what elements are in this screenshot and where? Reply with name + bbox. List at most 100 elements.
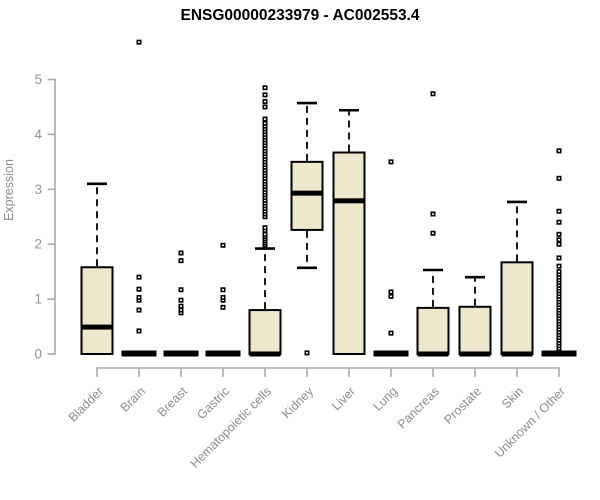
outlier-point-center bbox=[558, 323, 560, 325]
outlier-point-center bbox=[558, 301, 560, 303]
outlier-point-center bbox=[558, 320, 560, 322]
outlier-point-center bbox=[558, 295, 560, 298]
outlier-point-center bbox=[138, 41, 140, 43]
outlier-point-center bbox=[558, 298, 560, 300]
outlier-point-center bbox=[264, 180, 266, 182]
outlier-point-center bbox=[264, 172, 266, 174]
outlier-point-center bbox=[558, 342, 560, 344]
outlier-point-center bbox=[558, 312, 560, 314]
y-tick-label: 5 bbox=[34, 72, 42, 87]
outlier-point-center bbox=[264, 86, 266, 89]
outlier-point-center bbox=[558, 281, 560, 284]
x-category-label: Breast bbox=[155, 384, 191, 420]
outlier-point-center bbox=[222, 299, 224, 301]
median-line bbox=[459, 351, 491, 357]
outlier-point-center bbox=[138, 296, 140, 299]
x-category-label: Pancreas bbox=[395, 384, 442, 431]
outlier-point-center bbox=[222, 288, 224, 291]
outlier-point-center bbox=[264, 144, 266, 147]
x-category-label: Lung bbox=[371, 384, 401, 414]
outlier-point-center bbox=[264, 161, 266, 163]
outlier-point-center bbox=[558, 284, 560, 287]
outlier-point-center bbox=[558, 243, 560, 245]
outlier-point-center bbox=[264, 191, 266, 193]
box bbox=[500, 261, 534, 355]
outlier-point-center bbox=[264, 229, 266, 232]
outlier-point-center bbox=[432, 92, 434, 95]
outlier-point-center bbox=[138, 309, 140, 311]
outlier-point-center bbox=[264, 210, 266, 213]
outlier-point-center bbox=[558, 325, 560, 328]
outlier-point-center bbox=[306, 352, 308, 354]
outlier-point-center bbox=[264, 136, 266, 138]
outlier-point-center bbox=[264, 199, 266, 202]
outlier-point-center bbox=[264, 213, 266, 215]
outlier-point-center bbox=[558, 270, 560, 273]
outlier-point-center bbox=[558, 309, 560, 311]
outlier-point-center bbox=[264, 202, 266, 204]
outlier-point-center bbox=[558, 328, 560, 331]
outlier-point-center bbox=[558, 276, 560, 278]
outlier-point-center bbox=[558, 279, 560, 281]
outlier-point-center bbox=[432, 213, 434, 215]
outlier-point-center bbox=[180, 305, 182, 308]
outlier-point-center bbox=[264, 233, 266, 236]
outlier-point-center bbox=[264, 185, 266, 188]
box bbox=[290, 160, 324, 231]
outlier-point-center bbox=[264, 128, 266, 130]
y-tick-label: 2 bbox=[34, 237, 42, 252]
outlier-point-center bbox=[264, 177, 266, 180]
median-line bbox=[249, 351, 281, 357]
outlier-point-center bbox=[138, 299, 140, 301]
outlier-point-center bbox=[264, 166, 266, 169]
outlier-point-center bbox=[138, 288, 140, 291]
box bbox=[80, 266, 114, 355]
outlier-point-center bbox=[558, 239, 560, 241]
outlier-point-center bbox=[264, 139, 266, 141]
outlier-point-center bbox=[264, 150, 266, 152]
outlier-point-center bbox=[264, 204, 266, 207]
y-tick-label: 1 bbox=[34, 292, 42, 307]
outlier-point-center bbox=[558, 265, 560, 267]
outlier-point-center bbox=[264, 207, 266, 210]
outlier-point-center bbox=[264, 100, 266, 103]
outlier-point-center bbox=[264, 174, 266, 177]
outlier-point-center bbox=[390, 291, 392, 293]
outlier-point-center bbox=[264, 155, 266, 158]
outlier-point-center bbox=[222, 296, 224, 299]
outlier-point-center bbox=[558, 303, 560, 306]
outlier-point-center bbox=[432, 232, 434, 235]
outlier-point-center bbox=[180, 309, 182, 311]
box bbox=[332, 151, 366, 355]
median-line bbox=[501, 351, 533, 357]
outlier-point-center bbox=[264, 193, 266, 196]
box bbox=[416, 306, 450, 356]
outlier-point-center bbox=[264, 147, 266, 149]
x-category-label: Unknown / Other bbox=[492, 384, 568, 460]
outlier-point-center bbox=[180, 259, 182, 262]
outlier-point-center bbox=[264, 106, 266, 108]
x-category-label: Hematopoietic cells bbox=[188, 384, 275, 471]
outlier-point-center bbox=[390, 295, 392, 298]
outlier-point-center bbox=[138, 276, 140, 278]
outlier-point-center bbox=[264, 215, 266, 218]
outlier-point-center bbox=[264, 163, 266, 166]
outlier-point-center bbox=[264, 130, 266, 133]
y-tick-label: 0 bbox=[34, 347, 42, 362]
outlier-point-center bbox=[558, 150, 560, 152]
outlier-point-center bbox=[390, 161, 392, 163]
outlier-point-center bbox=[264, 118, 266, 120]
outlier-point-center bbox=[558, 306, 560, 309]
outlier-point-center bbox=[558, 314, 560, 317]
x-category-label: Liver bbox=[329, 384, 358, 413]
outlier-point-center bbox=[264, 133, 266, 136]
outlier-point-center bbox=[180, 288, 182, 291]
outlier-point-center bbox=[264, 158, 266, 160]
outlier-point-center bbox=[558, 339, 560, 342]
x-category-label: Prostate bbox=[441, 384, 484, 427]
outlier-point-center bbox=[558, 347, 560, 350]
outlier-point-center bbox=[264, 122, 266, 125]
median-line bbox=[333, 198, 365, 204]
outlier-point-center bbox=[264, 94, 266, 96]
outlier-point-center bbox=[264, 188, 266, 191]
